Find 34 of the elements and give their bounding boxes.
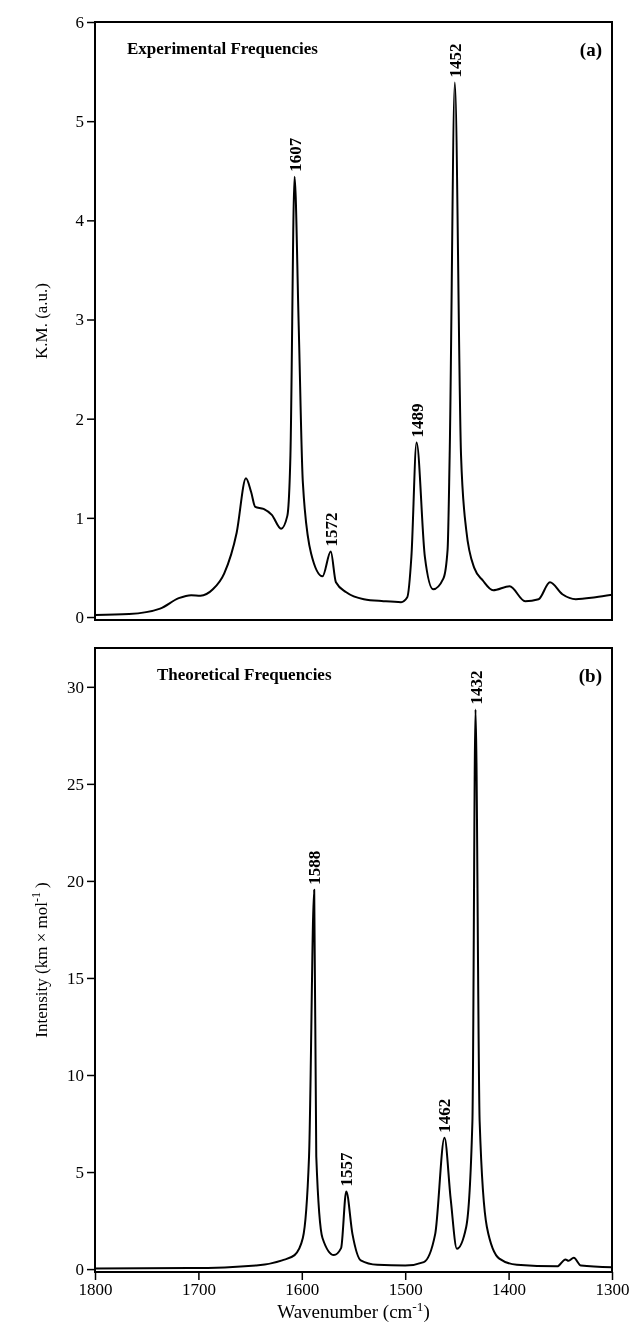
annotation: 1452 <box>445 43 465 78</box>
y-tick-label: 30 <box>67 677 84 697</box>
x-tick-label: 1800 <box>78 1280 113 1300</box>
y-axis-title: K.M. (a.u.) <box>32 282 51 360</box>
x-tick-label: 1700 <box>181 1280 216 1300</box>
annotation: (b) <box>578 665 602 687</box>
y-tick-label: 20 <box>67 871 84 891</box>
annotation: 1588 <box>305 850 325 885</box>
y-tick-label: 0 <box>75 1260 84 1280</box>
annotation: 1432 <box>466 670 486 705</box>
text: Experimental Frequencies <box>127 39 319 58</box>
annotation: 1607 <box>285 137 305 172</box>
y-tick-label: 6 <box>75 12 84 32</box>
x-tick-label: 1300 <box>595 1280 630 1300</box>
y-tick-label: 2 <box>75 409 84 429</box>
y-tick-label: 1 <box>75 508 84 528</box>
annotation: 1572 <box>321 512 341 547</box>
annotation: 1557 <box>337 1151 357 1187</box>
x-tick-label: 1600 <box>285 1280 320 1300</box>
y-tick-label: 4 <box>75 211 85 231</box>
y-tick-label: 0 <box>75 607 84 627</box>
y-tick-label: 5 <box>75 112 84 132</box>
x-tick-label: 1400 <box>492 1280 527 1300</box>
annotation: 1489 <box>407 403 427 438</box>
text: Theoretical Frequencies <box>157 665 332 684</box>
y-tick-label: 10 <box>67 1065 84 1085</box>
y-tick-label: 3 <box>75 310 84 330</box>
y-tick-label: 15 <box>67 968 84 988</box>
y-tick-label: 25 <box>67 774 84 794</box>
y-tick-label: 5 <box>75 1162 84 1182</box>
x-axis-title: Wavenumber (cm$^{-1}$) <box>277 1298 430 1323</box>
x-tick-label: 1500 <box>388 1280 423 1300</box>
annotation: 1462 <box>435 1098 455 1133</box>
annotation: (a) <box>579 39 602 61</box>
